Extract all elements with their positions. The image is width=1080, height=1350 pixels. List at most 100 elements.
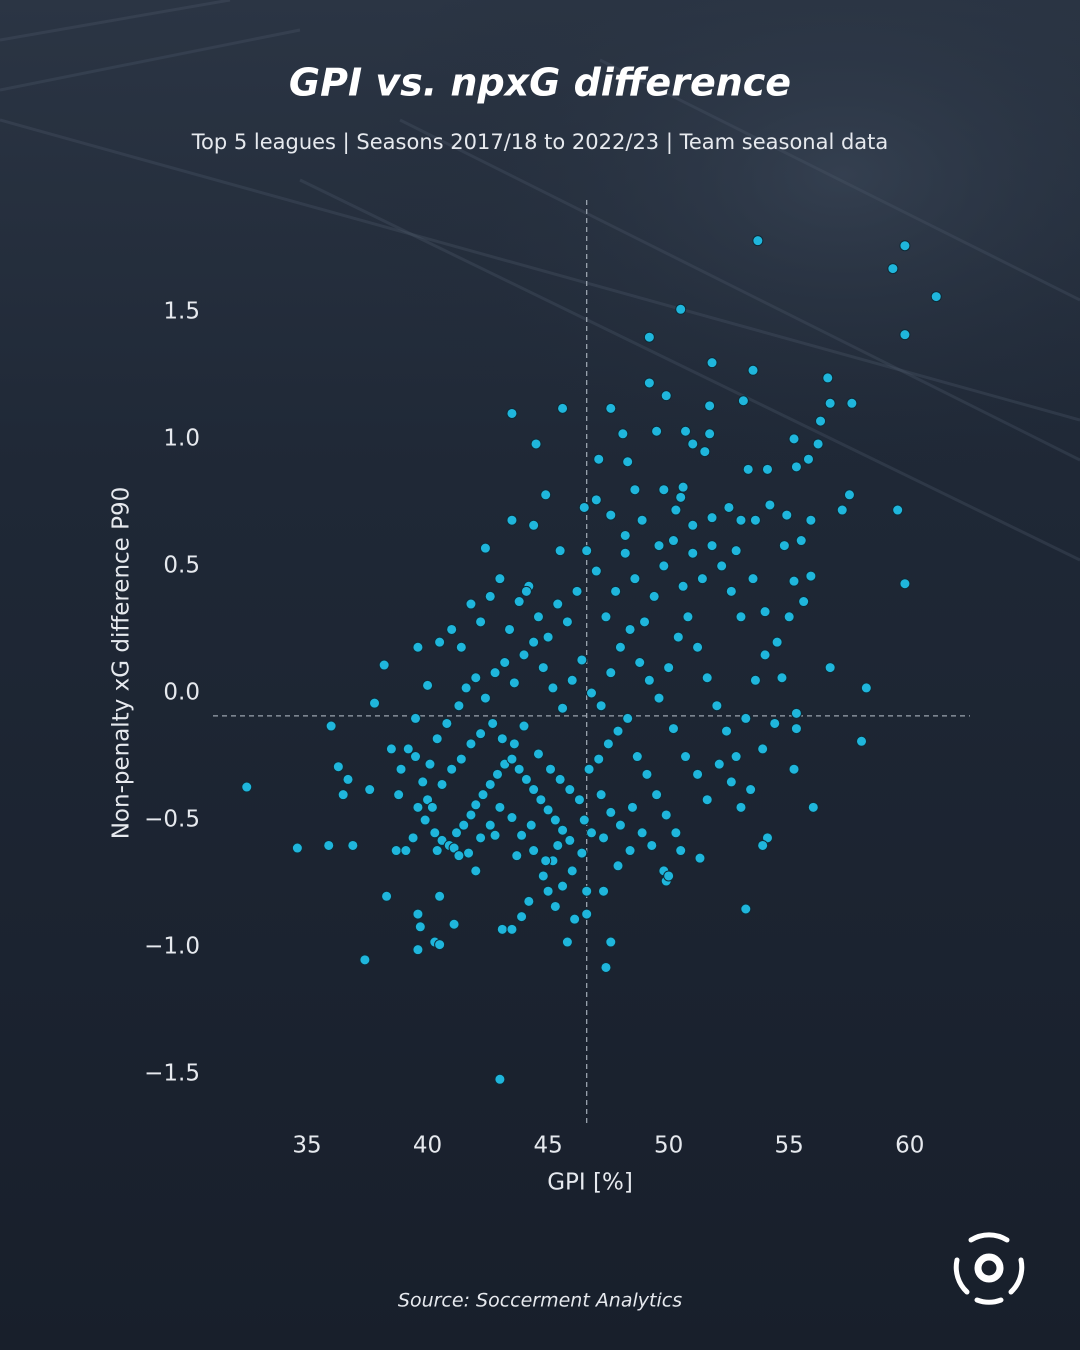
point — [759, 606, 771, 618]
point — [581, 908, 593, 920]
point — [641, 768, 653, 780]
point — [390, 845, 402, 857]
point — [530, 438, 542, 450]
point — [410, 712, 422, 724]
point — [465, 809, 477, 821]
point — [805, 514, 817, 526]
point — [484, 778, 496, 790]
point — [745, 784, 757, 796]
point — [624, 845, 636, 857]
point — [431, 733, 443, 745]
point — [612, 860, 624, 872]
point — [658, 560, 670, 572]
point — [677, 481, 689, 493]
point — [824, 662, 836, 674]
point — [513, 596, 525, 608]
point — [402, 743, 414, 755]
point — [446, 763, 458, 775]
point — [586, 827, 597, 839]
point — [569, 913, 581, 925]
point — [400, 845, 412, 857]
point — [619, 547, 631, 559]
point — [455, 753, 467, 765]
y-tick-label: 0.5 — [163, 552, 200, 578]
point — [639, 616, 651, 628]
point — [325, 720, 337, 732]
point — [489, 829, 501, 841]
point — [836, 504, 848, 516]
point — [518, 720, 530, 732]
point — [581, 545, 593, 557]
point — [537, 870, 549, 882]
point — [489, 667, 501, 679]
point — [455, 641, 467, 653]
point — [487, 717, 499, 729]
point — [537, 662, 549, 674]
x-tick-label: 35 — [292, 1133, 321, 1159]
point — [749, 674, 761, 686]
point — [856, 735, 868, 747]
point — [410, 751, 422, 763]
source-note: Source: Soccerment Analytics — [398, 1290, 682, 1312]
point — [342, 773, 354, 785]
y-tick-label: −1.5 — [144, 1061, 200, 1087]
point — [479, 542, 491, 554]
point — [651, 425, 663, 437]
point — [506, 753, 518, 765]
point — [798, 596, 810, 608]
point — [614, 641, 626, 653]
point — [494, 1073, 506, 1085]
point — [499, 657, 511, 668]
point — [677, 580, 689, 592]
point — [605, 936, 617, 948]
y-tick-label: −1.0 — [144, 934, 200, 960]
point — [557, 402, 569, 414]
point — [675, 845, 687, 857]
point — [747, 573, 759, 585]
x-tick-label: 50 — [654, 1133, 683, 1159]
point — [453, 850, 465, 862]
point — [549, 814, 561, 826]
point — [776, 672, 788, 684]
x-tick-label: 60 — [895, 1133, 924, 1159]
point — [595, 789, 607, 801]
point — [735, 611, 747, 623]
point — [612, 725, 624, 737]
point — [525, 819, 537, 831]
point — [590, 565, 602, 577]
point — [506, 407, 518, 419]
point — [412, 908, 424, 920]
point — [566, 865, 578, 877]
point — [448, 918, 460, 930]
point — [752, 235, 764, 247]
point — [747, 364, 759, 376]
chart-subtitle: Top 5 leagues | Seasons 2017/18 to 2022/… — [191, 130, 889, 155]
point — [617, 428, 629, 440]
point — [422, 679, 434, 691]
point — [783, 611, 795, 623]
point — [687, 519, 699, 531]
point — [636, 827, 648, 839]
logo — [953, 1232, 1025, 1305]
point — [660, 390, 672, 402]
point — [653, 540, 665, 552]
point — [660, 809, 672, 821]
point — [542, 631, 554, 643]
point — [667, 535, 679, 547]
point — [643, 377, 655, 389]
point — [528, 519, 540, 531]
point — [450, 827, 462, 839]
point — [479, 692, 491, 704]
point — [598, 832, 610, 844]
point — [412, 944, 424, 956]
point — [675, 303, 687, 315]
point — [822, 372, 834, 384]
point — [434, 636, 446, 648]
point — [407, 832, 419, 844]
point — [723, 501, 735, 513]
point — [788, 433, 800, 445]
point — [496, 733, 508, 745]
point — [653, 692, 665, 704]
point — [484, 819, 496, 831]
